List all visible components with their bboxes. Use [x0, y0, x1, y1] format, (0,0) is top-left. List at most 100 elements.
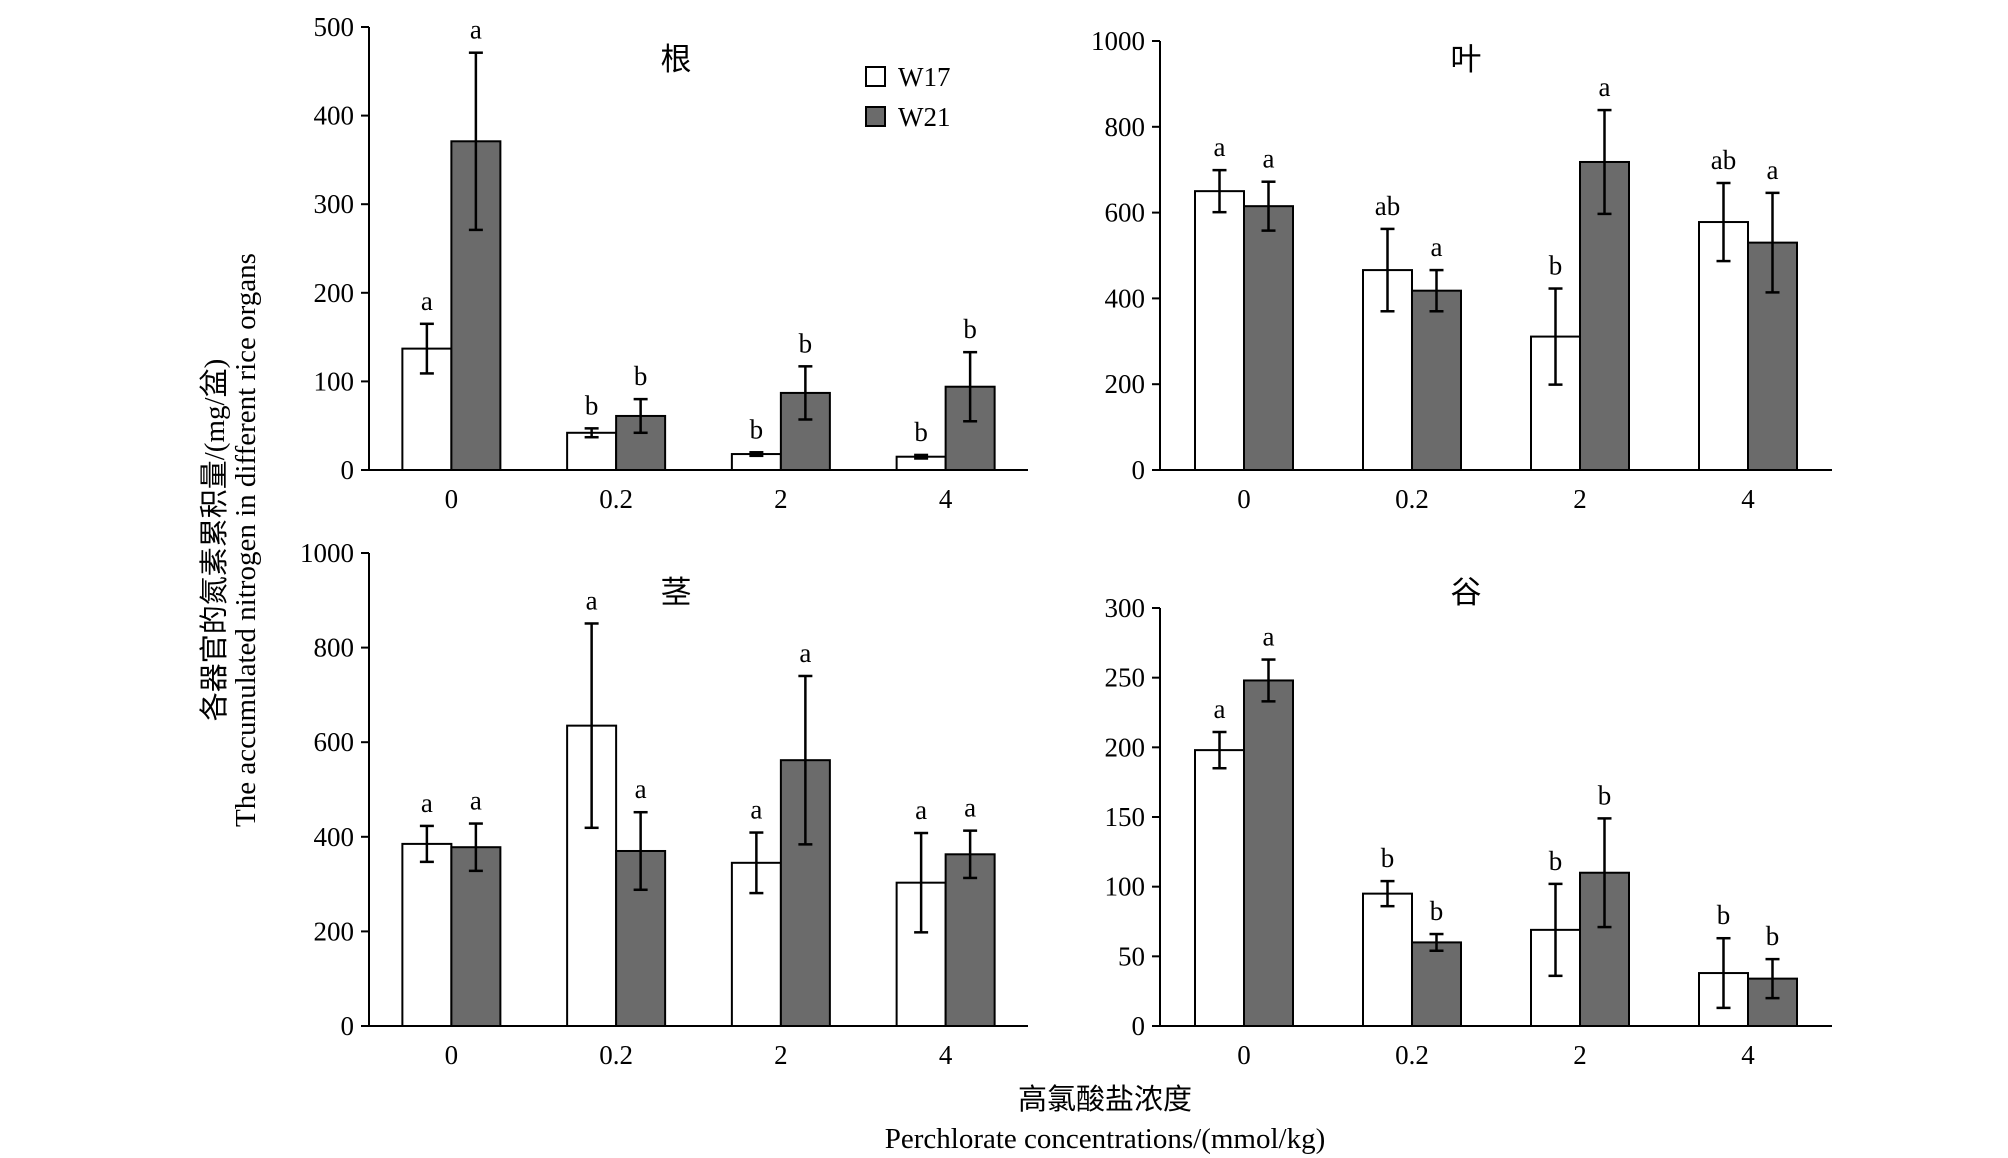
panel-title: 叶	[1451, 42, 1482, 77]
x-tick-label: 2	[774, 1040, 788, 1070]
y-tick-label: 300	[1105, 593, 1146, 623]
significance-letter: ab	[1375, 191, 1400, 221]
panel-title: 茎	[661, 575, 692, 610]
bar-w17	[401, 842, 453, 1028]
significance-letter: b	[799, 328, 813, 358]
x-tick-label: 0	[445, 484, 459, 514]
bar-w21	[1243, 679, 1294, 1027]
y-tick-label: 0	[341, 455, 355, 485]
significance-letter: a	[1263, 622, 1275, 652]
y-axis-label-chinese: 各器官的氮素累积量/(mg/盆)	[198, 359, 231, 722]
significance-letter: a	[1431, 232, 1443, 262]
x-tick-label: 4	[939, 1040, 953, 1070]
bar-w21	[1411, 941, 1462, 1028]
significance-letter: a	[915, 795, 927, 825]
x-tick-label: 0.2	[599, 484, 633, 514]
significance-letter: a	[470, 786, 482, 816]
legend-swatch-w17	[865, 66, 886, 87]
significance-letter: b	[750, 414, 764, 444]
y-tick-label: 0	[341, 1011, 355, 1041]
y-tick-label: 1000	[300, 538, 354, 568]
significance-letter: b	[1766, 921, 1780, 951]
y-tick-label: 400	[314, 822, 355, 852]
y-tick-label: 800	[314, 633, 355, 663]
y-tick-label: 600	[314, 727, 355, 757]
x-axis-label-chinese: 高氯酸盐浓度	[1018, 1083, 1192, 1116]
significance-letter: b	[1549, 251, 1563, 281]
significance-letter: b	[634, 361, 648, 391]
y-tick-label: 0	[1132, 1011, 1146, 1041]
bar-w21	[615, 849, 667, 1027]
x-axis-label-english: Perchlorate concentrations/(mmol/kg)	[885, 1123, 1326, 1155]
x-tick-label: 4	[1741, 1040, 1755, 1070]
significance-letter: a	[964, 793, 976, 823]
chart-panel-1: 0 100 200 300 400 500 根 0 a a 0.2 b b 2 b b 4 b b	[314, 12, 1028, 514]
bar-w21	[1411, 289, 1462, 472]
x-tick-label: 4	[939, 484, 953, 514]
significance-letter: ab	[1711, 145, 1736, 175]
y-tick-label: 200	[314, 916, 355, 946]
bar-w21	[450, 846, 502, 1027]
legend-label-w17: W17	[898, 62, 950, 92]
significance-letter: a	[1214, 132, 1226, 162]
chart-panel-2: 0 200 400 600 800 1000 叶 0 a a 0.2 ab a 2 b a 4 ab a	[1091, 26, 1832, 514]
legend-swatch-w21	[865, 106, 886, 127]
significance-letter: b	[1598, 780, 1612, 810]
significance-letter: b	[1430, 896, 1444, 926]
y-tick-label: 0	[1132, 455, 1146, 485]
bar-w17	[1194, 749, 1245, 1027]
y-tick-label: 400	[1105, 283, 1146, 313]
significance-letter: b	[585, 390, 599, 420]
bar-w17	[566, 431, 618, 471]
y-axis-label-english: The accumulated nitrogen in different ri…	[230, 253, 262, 827]
y-tick-label: 50	[1118, 941, 1145, 971]
chart-panel-3: 0 200 400 600 800 1000 茎 0 a a 0.2 a a 2 a a 4 a a	[300, 538, 1028, 1070]
x-tick-label: 0.2	[599, 1040, 633, 1070]
significance-letter: a	[470, 15, 482, 45]
bar-w17	[1362, 892, 1413, 1028]
bar-w17	[1194, 190, 1245, 471]
x-tick-label: 0	[445, 1040, 459, 1070]
panel-title: 根	[661, 42, 692, 77]
significance-letter: b	[914, 417, 928, 447]
x-tick-label: 4	[1741, 484, 1755, 514]
significance-letter: b	[963, 314, 977, 344]
y-tick-label: 100	[1105, 872, 1146, 902]
y-tick-label: 400	[314, 101, 355, 131]
significance-letter: a	[799, 638, 811, 668]
x-tick-label: 0	[1237, 1040, 1251, 1070]
y-tick-label: 600	[1105, 198, 1146, 228]
legend: W17 W21	[865, 62, 950, 132]
y-tick-label: 100	[314, 366, 355, 396]
x-tick-label: 0	[1237, 484, 1251, 514]
significance-letter: a	[421, 788, 433, 818]
x-tick-label: 0.2	[1395, 1040, 1429, 1070]
panel-title: 谷	[1451, 575, 1482, 610]
significance-letter: a	[1214, 694, 1226, 724]
y-tick-label: 1000	[1091, 26, 1145, 56]
y-tick-label: 200	[1105, 369, 1146, 399]
x-tick-label: 2	[1573, 1040, 1587, 1070]
y-tick-label: 150	[1105, 802, 1146, 832]
y-tick-label: 500	[314, 12, 355, 42]
significance-letter: a	[586, 585, 598, 615]
significance-letter: b	[1381, 843, 1395, 873]
y-tick-label: 300	[314, 189, 355, 219]
y-tick-label: 250	[1105, 663, 1146, 693]
significance-letter: b	[1549, 846, 1563, 876]
chart-panel-4: 0 50 100 150 200 250 300 谷 0 a a 0.2 b b 2 b b 4 b b	[1105, 575, 1832, 1070]
significance-letter: a	[635, 774, 647, 804]
bar-w21	[944, 853, 996, 1028]
significance-letter: a	[421, 286, 433, 316]
legend-label-w21: W21	[898, 102, 950, 132]
y-tick-label: 200	[314, 278, 355, 308]
significance-letter: a	[750, 795, 762, 825]
significance-letter: a	[1767, 155, 1779, 185]
bar-w21	[1243, 205, 1294, 471]
chart-panels: 0100200300400500根0aa0.2bb2bb4bb020040060…	[300, 12, 1832, 1070]
significance-letter: a	[1599, 72, 1611, 102]
significance-letter: b	[1717, 900, 1731, 930]
y-tick-label: 800	[1105, 112, 1146, 142]
x-tick-label: 0.2	[1395, 484, 1429, 514]
